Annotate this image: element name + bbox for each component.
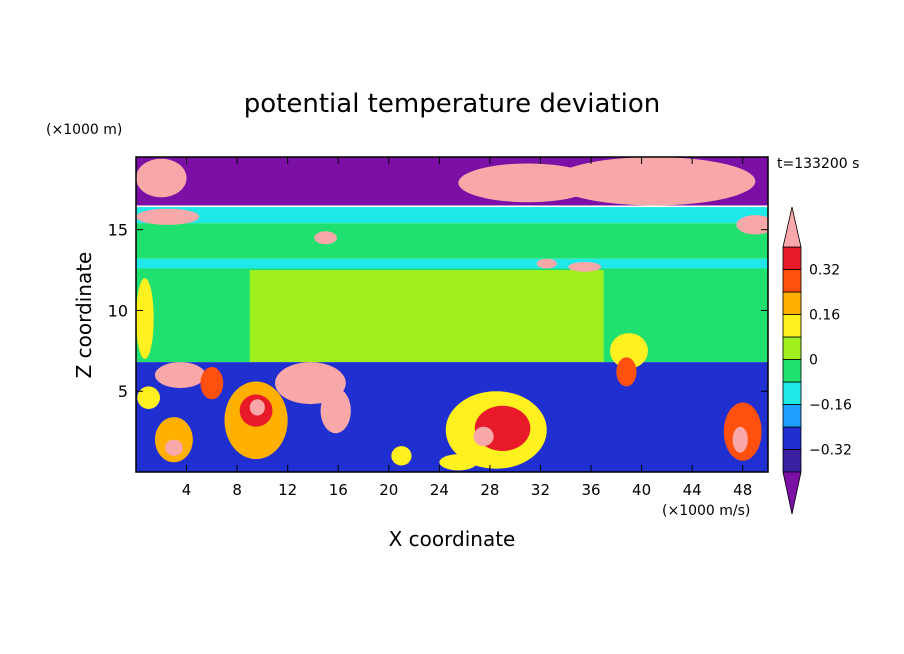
field-blob-11 [610, 333, 648, 369]
x-tick-label: 40 [632, 481, 651, 499]
y-unit-label: (×1000 m) [46, 122, 122, 138]
y-tick-label: 10 [108, 301, 128, 320]
x-tick-label: 28 [480, 481, 499, 499]
colorbar-segment [782, 336, 802, 360]
field-blob-4 [136, 208, 200, 225]
field-blob-21 [165, 439, 183, 456]
time-label: t=133200 s [777, 156, 859, 172]
field-region-cyan-band-mid [136, 258, 768, 269]
contour-field [136, 157, 768, 472]
field-region-cyan-band-upper [136, 207, 768, 224]
x-unit-label: (×1000 m/s) [662, 503, 750, 519]
field-region-lime-patch-center [249, 270, 604, 363]
colorbar-tick-label: −0.16 [809, 398, 852, 414]
colorbar-segment [782, 246, 802, 270]
field-blob-25 [137, 386, 161, 410]
field-blob-0 [136, 158, 187, 198]
field-blob-27 [439, 454, 478, 471]
field-blob-10 [320, 388, 351, 434]
y-tick-label: 5 [118, 382, 128, 401]
x-tick-label: 48 [733, 481, 752, 499]
x-tick-label: 16 [329, 481, 348, 499]
colorbar-segment [782, 381, 802, 405]
field-blob-19 [473, 426, 494, 447]
colorbar-segment [782, 359, 802, 383]
field-blob-5 [568, 262, 602, 272]
x-tick-label: 36 [581, 481, 600, 499]
x-tick-label: 12 [278, 481, 297, 499]
colorbar-tick-label: 0.32 [809, 263, 840, 279]
field-blob-24 [732, 426, 748, 453]
field-blob-6 [536, 258, 557, 269]
colorbar-segment [782, 314, 802, 338]
x-tick-label: 4 [182, 481, 192, 499]
field-blob-22 [200, 367, 224, 400]
colorbar-segment [782, 449, 802, 473]
plot-frame [135, 156, 769, 473]
colorbar-segment [782, 269, 802, 293]
colorbar-tick-label: 0.16 [809, 308, 840, 324]
field-blob-7 [314, 231, 337, 245]
field-blob-16 [249, 399, 265, 416]
y-axis: 5 10 15 [108, 221, 768, 401]
x-axis: 4 8 12 16 20 24 28 32 36 40 44 48 [182, 157, 752, 499]
colorbar-top-arrow [782, 206, 802, 248]
x-tick-label: 24 [430, 481, 449, 499]
x-tick-label: 44 [683, 481, 702, 499]
colorbar-bottom-arrow [782, 471, 802, 515]
colorbar-tick-label: −0.32 [809, 443, 852, 459]
x-tick-label: 8 [232, 481, 242, 499]
field-blob-13 [136, 278, 154, 359]
field-blob-2 [553, 157, 756, 206]
y-axis-label: Z coordinate [72, 252, 96, 379]
x-axis-label: X coordinate [389, 527, 516, 551]
colorbar-segment [782, 426, 802, 450]
colorbar-tick-label: 0 [809, 353, 818, 369]
field-blob-8 [154, 362, 206, 389]
x-tick-label: 20 [379, 481, 398, 499]
colorbar-segment [782, 291, 802, 315]
colorbar-segment [782, 404, 802, 428]
field-region-green-band-upper [136, 223, 768, 259]
chart-title: potential temperature deviation [244, 89, 660, 119]
x-tick-label: 32 [531, 481, 550, 499]
colorbar: 0.32 0.16 0 −0.16 −0.32 [782, 206, 852, 515]
field-blob-26 [391, 446, 412, 466]
field-blob-12 [616, 357, 637, 387]
y-tick-label: 15 [108, 221, 128, 240]
field-blob-3 [736, 215, 768, 235]
